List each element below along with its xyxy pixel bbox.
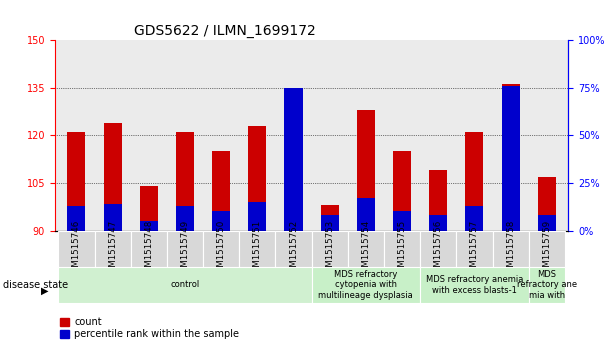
Text: GSM1515747: GSM1515747 xyxy=(108,220,117,278)
Bar xyxy=(58,267,311,303)
Bar xyxy=(384,231,420,267)
Bar xyxy=(103,122,122,231)
Bar xyxy=(529,231,565,267)
Bar xyxy=(176,206,194,231)
Bar xyxy=(203,231,239,267)
Bar xyxy=(537,215,556,231)
Text: GSM1515750: GSM1515750 xyxy=(216,220,226,278)
Bar xyxy=(248,126,266,231)
Bar xyxy=(239,231,275,267)
Bar xyxy=(457,231,492,267)
Bar xyxy=(429,215,447,231)
Text: GSM1515749: GSM1515749 xyxy=(181,220,190,278)
Text: GSM1515752: GSM1515752 xyxy=(289,220,298,278)
Bar xyxy=(357,198,375,231)
Text: MDS refractory
cytopenia with
multilineage dysplasia: MDS refractory cytopenia with multilinea… xyxy=(319,270,413,300)
Bar xyxy=(420,231,457,267)
Bar xyxy=(212,151,230,231)
Bar xyxy=(176,132,194,231)
Text: GSM1515759: GSM1515759 xyxy=(542,220,551,278)
Text: GSM1515748: GSM1515748 xyxy=(144,220,153,278)
Bar xyxy=(103,204,122,231)
Bar xyxy=(357,110,375,231)
Text: ▶: ▶ xyxy=(41,285,49,295)
Bar xyxy=(320,205,339,231)
Bar xyxy=(348,231,384,267)
Bar xyxy=(311,267,420,303)
Bar xyxy=(67,132,86,231)
Text: GSM1515746: GSM1515746 xyxy=(72,220,81,278)
Bar xyxy=(393,211,411,231)
Bar xyxy=(492,231,529,267)
Text: GSM1515754: GSM1515754 xyxy=(361,220,370,278)
Text: MDS
refractory ane
mia with: MDS refractory ane mia with xyxy=(517,270,577,300)
Bar xyxy=(465,206,483,231)
Text: GSM1515758: GSM1515758 xyxy=(506,220,515,278)
Text: GSM1515756: GSM1515756 xyxy=(434,220,443,278)
Bar xyxy=(529,267,565,303)
Bar xyxy=(167,231,203,267)
Legend: count, percentile rank within the sample: count, percentile rank within the sample xyxy=(60,317,239,339)
Bar xyxy=(502,84,520,231)
Text: GSM1515751: GSM1515751 xyxy=(253,220,262,278)
Bar xyxy=(140,186,158,231)
Bar xyxy=(320,215,339,231)
Bar xyxy=(140,221,158,231)
Text: MDS refractory anemia
with excess blasts-1: MDS refractory anemia with excess blasts… xyxy=(426,275,523,295)
Text: GDS5622 / ILMN_1699172: GDS5622 / ILMN_1699172 xyxy=(134,24,316,38)
Bar xyxy=(58,231,94,267)
Bar xyxy=(393,151,411,231)
Bar xyxy=(465,132,483,231)
Text: control: control xyxy=(170,281,199,289)
Bar xyxy=(212,211,230,231)
Bar xyxy=(248,202,266,231)
Text: GSM1515757: GSM1515757 xyxy=(470,220,479,278)
Bar xyxy=(429,170,447,231)
Text: GSM1515755: GSM1515755 xyxy=(398,220,407,278)
Bar xyxy=(285,87,303,231)
Bar xyxy=(537,176,556,231)
Bar xyxy=(285,87,303,231)
Bar xyxy=(502,86,520,231)
Bar xyxy=(131,231,167,267)
Bar xyxy=(275,231,311,267)
Bar xyxy=(311,231,348,267)
Text: GSM1515753: GSM1515753 xyxy=(325,220,334,278)
Bar xyxy=(94,231,131,267)
Bar xyxy=(67,206,86,231)
Text: disease state: disease state xyxy=(3,280,68,290)
Bar xyxy=(420,267,529,303)
